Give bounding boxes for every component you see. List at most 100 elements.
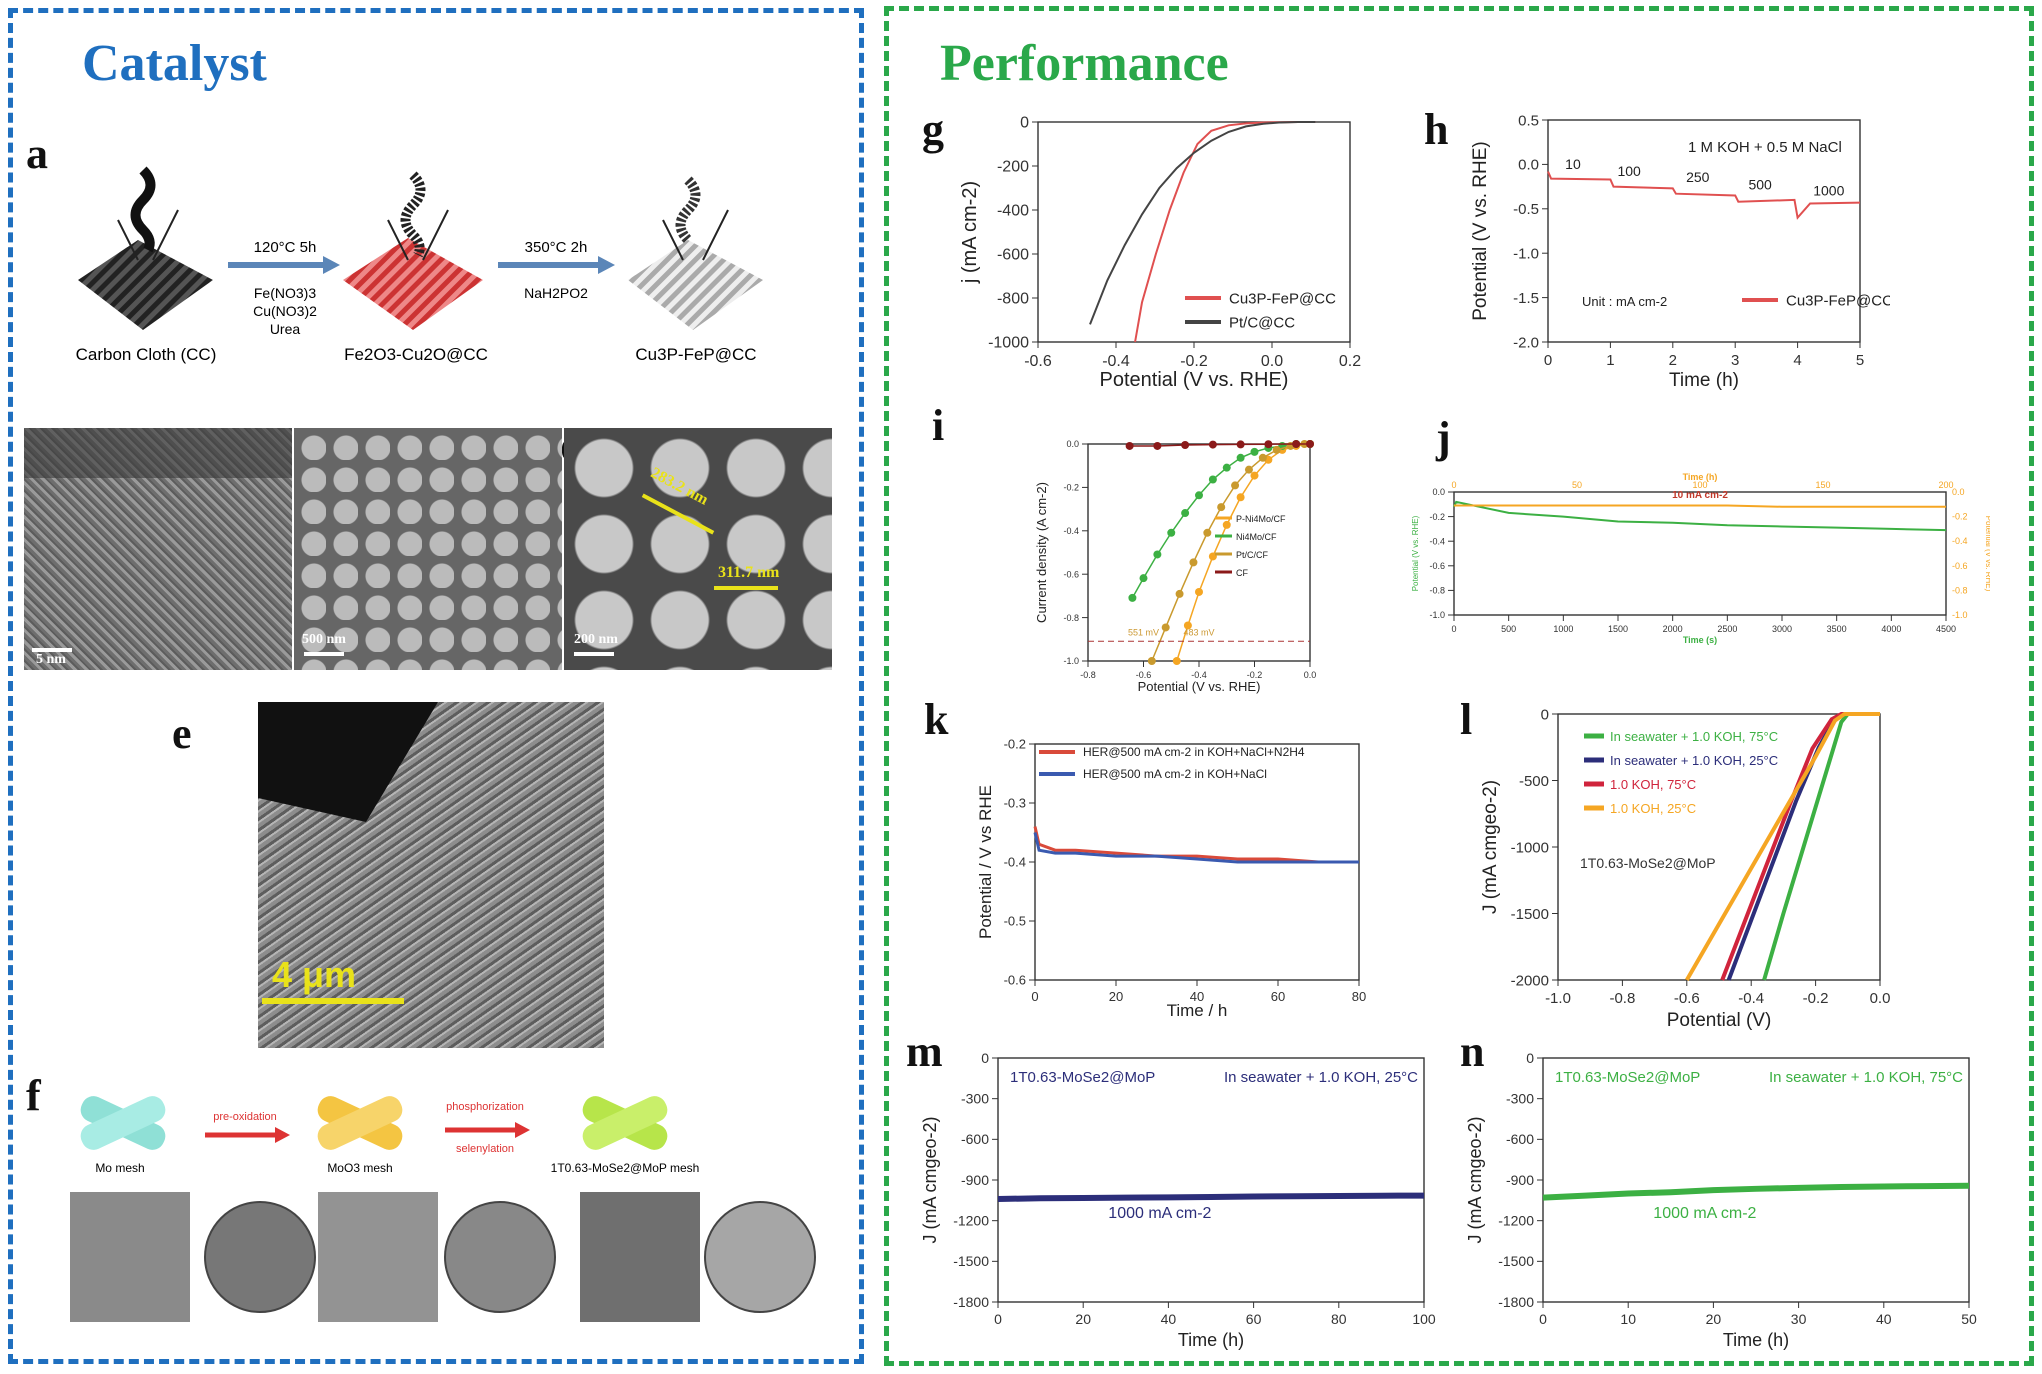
x-axis-label-g: Potential (V vs. RHE) — [1100, 369, 1289, 390]
stage-label-cc: Carbon Cloth (CC) — [76, 345, 217, 364]
y-tick-label-m: -600 — [961, 1131, 989, 1147]
y-tick-label-m: 0 — [981, 1050, 989, 1066]
cu3p-fep-illustration — [628, 176, 763, 330]
y-tick-label-l: -500 — [1519, 773, 1549, 790]
panel-f-schematic: Mo mesh pre-oxidation MoO3 mesh phosphor… — [60, 1080, 830, 1355]
x-tick-label-j: 4500 — [1936, 624, 1956, 634]
x-tick-label-j: 4000 — [1881, 624, 1901, 634]
step-label-h-1: 100 — [1617, 163, 1641, 179]
y-tick-label-i: 0.0 — [1066, 439, 1079, 449]
catalyst-title: Catalyst — [82, 35, 267, 92]
series-point-i-1 — [1208, 475, 1217, 484]
legend-label-g-0: Cu3P-FeP@CC — [1229, 290, 1336, 307]
x-tick-label-n: 0 — [1539, 1311, 1547, 1327]
step-label-h-3: 500 — [1748, 176, 1772, 192]
arrow-preoxidation — [205, 1127, 290, 1143]
mose2-mop-mesh-illustration — [582, 1096, 668, 1150]
series-point-i-3 — [1292, 440, 1301, 448]
series-point-i-3 — [1153, 441, 1162, 450]
fe2o3-cu2o-illustration — [343, 171, 483, 330]
y-tick-label-j: -1.0 — [1429, 610, 1445, 620]
catalyst-section-frame — [8, 8, 864, 1364]
series-point-i-3 — [1181, 440, 1190, 449]
panel-label-n: n — [1460, 1027, 1485, 1076]
x-tick-label-k: 0 — [1031, 989, 1038, 1004]
scale-text-d: 200 nm — [574, 632, 618, 647]
series-point-i-1 — [1195, 491, 1203, 500]
panel-label-l: l — [1460, 695, 1473, 744]
y-tick-label-i: -1.0 — [1063, 656, 1079, 666]
sem-image-e: 4 μm — [258, 702, 604, 1048]
series-point-i-0 — [1195, 587, 1203, 596]
sem-moo3-zoom — [444, 1201, 556, 1313]
panel-label-g: g — [922, 105, 944, 154]
y-tick-label-h: 0.0 — [1518, 157, 1539, 174]
series-point-i-2 — [1258, 453, 1267, 462]
series-point-i-1 — [1128, 593, 1137, 602]
legend-label-k-0: HER@500 mA cm-2 in KOH+NaCl+N2H4 — [1083, 745, 1305, 759]
chart-n: 0 10 20 30 40 50 0 -300 -600 -900 -1200 -1500 -1800 T… — [1465, 1050, 1977, 1350]
x-tick-label-k: 60 — [1271, 989, 1285, 1004]
y-axis-label-g: j (mA cm-2) — [960, 181, 981, 284]
series-line-m-0 — [997, 1192, 1425, 1202]
plot-frame-n — [1542, 1057, 1970, 1303]
y-tick-label-k: -0.2 — [1004, 737, 1026, 752]
series-point-i-0 — [1236, 493, 1245, 502]
series-line-g-1 — [1089, 121, 1316, 325]
series-point-i-3 — [1306, 440, 1314, 448]
panel-label-k: k — [924, 695, 949, 744]
y-tick-label-m: -1500 — [953, 1253, 989, 1269]
arrow-phosphorization — [445, 1122, 530, 1138]
scale-text-c: 500 nm — [302, 632, 346, 647]
step2-reagent: NaH2PO2 — [524, 285, 588, 301]
annotation-left-n: 1T0.63-MoSe2@MoP — [1555, 1069, 1700, 1086]
top-axis-label-j: Time (h) — [1683, 472, 1718, 482]
y-tick-label-n: -300 — [1506, 1091, 1534, 1107]
sem-moo3-mesh — [318, 1192, 438, 1322]
y-tick-label-n: -1200 — [1498, 1213, 1534, 1229]
top-tick-label-j: 50 — [1572, 480, 1582, 490]
series-point-i-2 — [1231, 481, 1240, 490]
arrow-step1 — [228, 256, 340, 274]
x-tick-label-k: 40 — [1190, 989, 1204, 1004]
series-point-i-1 — [1250, 447, 1259, 456]
x-axis-label-i: Potential (V vs. RHE) — [1138, 679, 1261, 694]
x-tick-label-j: 1000 — [1553, 624, 1573, 634]
legend-label-i-2: Pt/C/CF — [1236, 550, 1269, 560]
x-axis-label-l: Potential (V) — [1667, 1010, 1772, 1030]
right-tick-label-j: 0.0 — [1952, 487, 1965, 497]
y-tick-label-k: -0.5 — [1004, 914, 1026, 929]
x-tick-label-i: -0.2 — [1247, 670, 1263, 680]
series-point-i-0 — [1183, 621, 1192, 630]
series-line-l-3 — [1685, 712, 1880, 981]
series-point-i-1 — [1139, 574, 1148, 583]
series-line-i-3 — [1129, 443, 1310, 447]
mose2-mop-mesh-label: 1T0.63-MoSe2@MoP mesh — [551, 1161, 700, 1175]
sem-mose2-mesh — [580, 1192, 700, 1322]
series-line-h-0 — [1547, 171, 1861, 220]
x-tick-label-m: 60 — [1246, 1311, 1262, 1327]
x-tick-label-n: 20 — [1706, 1311, 1722, 1327]
plot-frame-h — [1547, 119, 1861, 343]
x-tick-label-l: -1.0 — [1545, 990, 1571, 1007]
x-tick-label-j: 2500 — [1717, 624, 1737, 634]
legend-label-g-1: Pt/C@CC — [1229, 314, 1295, 331]
series-point-i-0 — [1250, 471, 1259, 480]
right-tick-label-j: -1.0 — [1952, 610, 1968, 620]
series-point-i-2 — [1244, 465, 1253, 474]
x-tick-label-n: 40 — [1876, 1311, 1892, 1327]
series-line-j-0 — [1453, 500, 1947, 532]
y-tick-label-j: -0.2 — [1429, 512, 1445, 522]
x-tick-label-l: -0.4 — [1738, 990, 1764, 1007]
right-tick-label-j: -0.2 — [1952, 512, 1968, 522]
plot-frame-g — [1037, 121, 1351, 343]
x-tick-label-n: 50 — [1961, 1311, 1977, 1327]
y-axis-label-m: J (mA cmgeo-2) — [920, 1116, 940, 1243]
annotation-h: 1 M KOH + 0.5 M NaCl — [1688, 139, 1842, 156]
measure-text-2: 311.7 nm — [718, 564, 780, 581]
panel-label-j: j — [1436, 413, 1451, 462]
y-tick-label-i: -0.4 — [1063, 526, 1079, 536]
sem-mo-mesh — [70, 1192, 190, 1322]
performance-section-frame — [884, 6, 2034, 1366]
series-line-j-1 — [1454, 504, 1946, 508]
